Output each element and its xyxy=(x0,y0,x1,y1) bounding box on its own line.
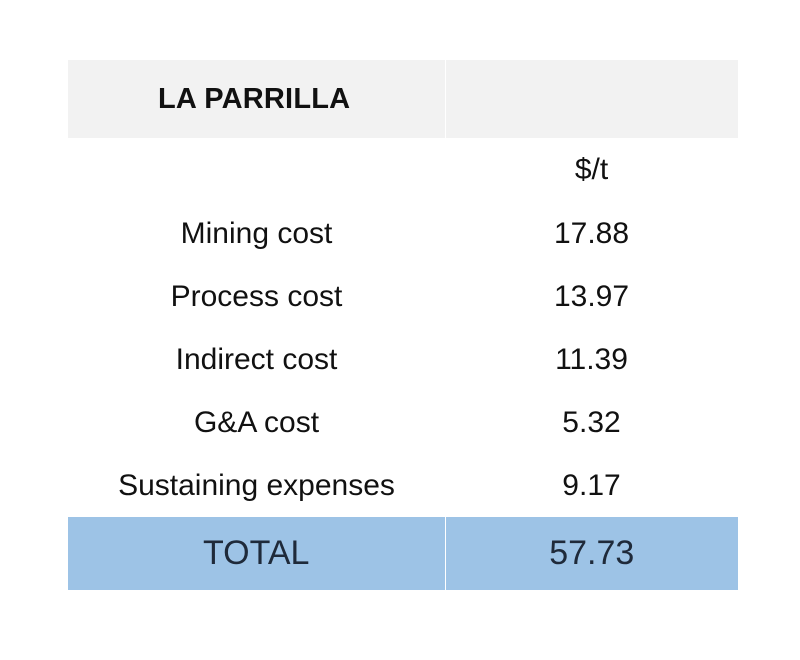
table-row: Process cost 13.97 xyxy=(68,265,738,328)
header-empty-cell xyxy=(445,60,738,138)
row-label: Indirect cost xyxy=(175,342,338,376)
table-header-row: LA PARRILLA xyxy=(68,60,738,138)
unit-label-empty-cell xyxy=(68,138,445,202)
row-label: Process cost xyxy=(170,279,343,313)
row-value: 5.32 xyxy=(562,405,621,439)
table-row: Mining cost 17.88 xyxy=(68,202,738,265)
row-label: Sustaining expenses xyxy=(118,468,395,502)
total-label: TOTAL xyxy=(68,517,446,590)
table-row: Sustaining expenses 9.17 xyxy=(68,454,738,517)
total-value: 57.73 xyxy=(445,517,738,590)
row-value: 13.97 xyxy=(553,279,630,313)
table-row: Indirect cost 11.39 xyxy=(68,328,738,391)
table-row: G&A cost 5.32 xyxy=(68,391,738,454)
row-label: Mining cost xyxy=(180,216,333,250)
cost-table: LA PARRILLA $/t Mining cost 17.88 Proces… xyxy=(68,60,738,590)
table-title: LA PARRILLA xyxy=(68,60,446,138)
row-value: 11.39 xyxy=(555,342,628,376)
unit-label: $/t xyxy=(574,153,609,186)
row-value: 9.17 xyxy=(562,468,621,502)
row-value: 17.88 xyxy=(553,216,630,250)
unit-row: $/t xyxy=(68,138,738,202)
row-label: G&A cost xyxy=(193,405,320,439)
total-row: TOTAL 57.73 xyxy=(68,517,738,590)
